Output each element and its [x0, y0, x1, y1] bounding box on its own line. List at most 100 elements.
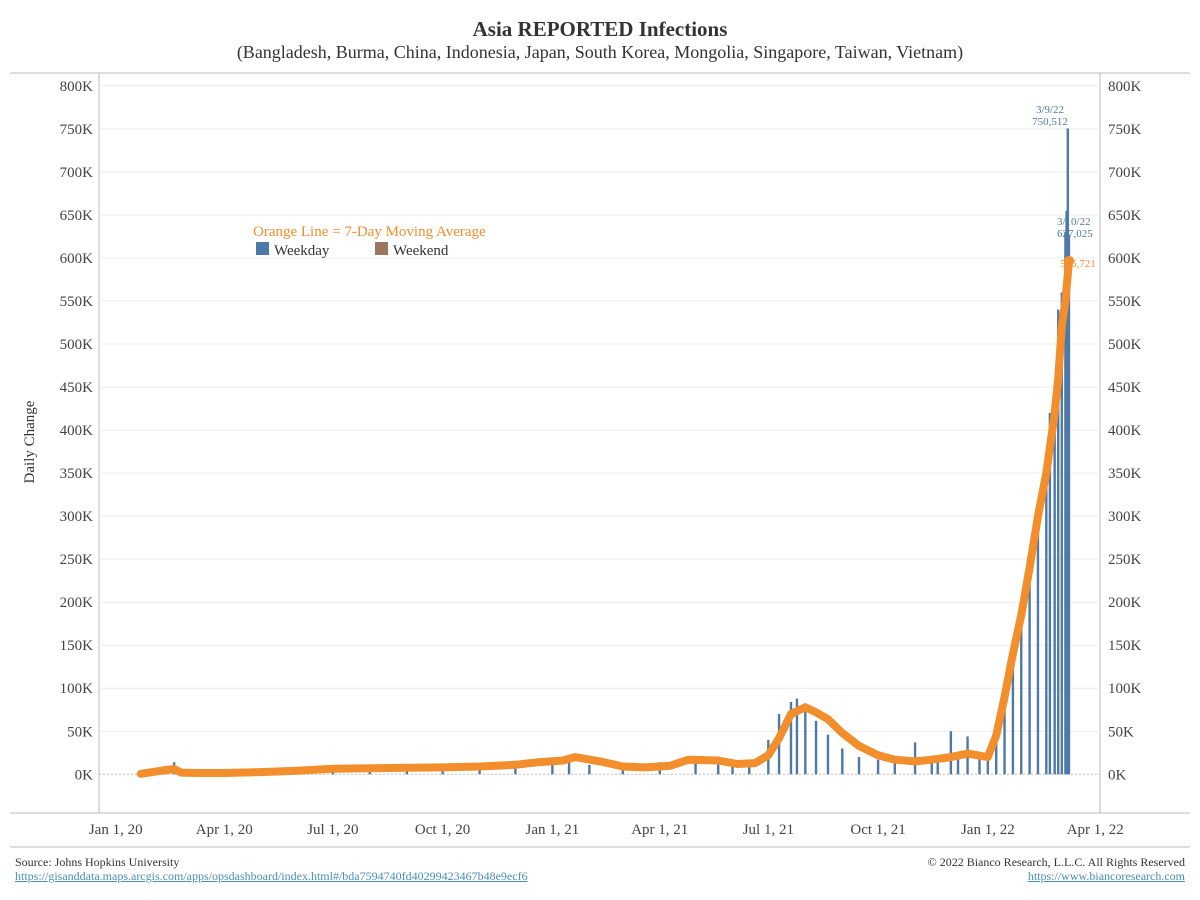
y-tick-label-left: 50K — [67, 724, 93, 740]
y-tick-label-right: 150K — [1108, 638, 1142, 654]
y-tick-label-right: 250K — [1108, 552, 1142, 568]
legend-swatch-weekday — [256, 242, 269, 255]
bar — [1003, 688, 1006, 775]
bar — [588, 764, 591, 775]
bar — [1053, 387, 1056, 775]
bar — [1067, 234, 1071, 775]
y-tick-label-right: 300K — [1108, 509, 1142, 525]
bar — [1011, 640, 1015, 775]
bar — [1060, 292, 1064, 775]
y-tick-label-left: 250K — [60, 552, 94, 568]
bar — [986, 752, 990, 775]
y-tick-label-left: 700K — [60, 165, 94, 181]
bar — [956, 755, 960, 775]
bar — [1057, 309, 1060, 775]
annotation-peak-value: 750,512 — [1032, 116, 1068, 128]
y-tick-label-right: 200K — [1108, 595, 1142, 611]
legend: Orange Line = 7-Day Moving Average Weekd… — [253, 224, 486, 259]
y-tick-label-left: 350K — [60, 466, 94, 482]
bar — [717, 763, 720, 775]
y-tick-label-left: 0K — [75, 767, 94, 783]
y-axis-left: 0K 50K 100K 150K 200K 250K 300K 350K 400K 450K 500… — [60, 79, 94, 783]
x-tick-label: Jan 1, 20 — [89, 822, 143, 838]
bar — [876, 759, 880, 775]
x-tick-label: Oct 1, 20 — [415, 822, 470, 838]
y-tick-label-left: 200K — [60, 595, 94, 611]
bar — [857, 757, 861, 775]
legend-swatch-weekend — [375, 242, 388, 255]
chart-subtitle: (Bangladesh, Burma, China, Indonesia, Ja… — [236, 42, 964, 62]
y-tick-label-left: 550K — [60, 294, 94, 310]
y-tick-label-right: 0K — [1108, 767, 1127, 783]
bar — [731, 763, 734, 775]
x-tick-label: Apr 1, 22 — [1067, 822, 1124, 838]
bar — [893, 761, 896, 775]
x-tick-label: Apr 1, 20 — [196, 822, 253, 838]
bar — [841, 748, 844, 775]
bar — [1048, 412, 1052, 775]
x-tick-label: Apr 1, 21 — [631, 822, 688, 838]
moving-average-end-dot — [1063, 255, 1074, 266]
chart-title: Asia REPORTED Infections — [472, 17, 728, 41]
bar — [1028, 559, 1031, 775]
y-tick-label-left: 750K — [60, 122, 94, 138]
annotations: 3/9/22 750,512 3/10/22 627,025 596,721 — [1032, 104, 1096, 270]
y-tick-label-right: 800K — [1108, 79, 1142, 95]
bar — [995, 735, 998, 775]
legend-heading: Orange Line = 7-Day Moving Average — [253, 224, 486, 240]
x-tick-label: Jan 1, 21 — [525, 822, 579, 838]
bar — [814, 720, 818, 775]
y-tick-label-left: 150K — [60, 638, 94, 654]
annotation-ma-value: 596,721 — [1060, 258, 1096, 270]
y-tick-label-right: 750K — [1108, 122, 1142, 138]
bar — [789, 702, 793, 775]
y-tick-label-right: 350K — [1108, 466, 1142, 482]
bar-series — [139, 128, 1071, 775]
annotation-last-date: 3/10/22 — [1057, 216, 1091, 228]
y-tick-label-left: 650K — [60, 208, 94, 224]
source-label: Source: Johns Hopkins University — [15, 855, 180, 869]
x-tick-label: Oct 1, 21 — [850, 822, 905, 838]
y-tick-label-right: 600K — [1108, 251, 1142, 267]
y-axis-label: Daily Change — [22, 400, 38, 483]
x-tick-label: Jul 1, 21 — [743, 822, 794, 838]
annotation-peak-date: 3/9/22 — [1036, 104, 1064, 116]
bar — [826, 734, 830, 775]
y-tick-label-right: 550K — [1108, 294, 1142, 310]
y-tick-label-right: 700K — [1108, 165, 1142, 181]
x-axis: Jan 1, 20 Apr 1, 20 Jul 1, 20 Oct 1, 20 Jan … — [89, 822, 1124, 838]
y-tick-label-right: 50K — [1108, 724, 1134, 740]
y-tick-label-left: 400K — [60, 423, 94, 439]
bar — [1036, 516, 1040, 775]
gridlines — [99, 85, 1100, 732]
y-tick-label-left: 100K — [60, 681, 94, 697]
y-tick-label-left: 800K — [60, 79, 94, 95]
bar — [1045, 481, 1048, 775]
website-link[interactable]: https://www.biancoresearch.com — [1027, 869, 1185, 883]
x-tick-label: Jan 1, 22 — [961, 822, 1015, 838]
bar — [795, 698, 799, 775]
bar — [551, 761, 554, 775]
bar — [804, 708, 807, 775]
x-tick-label: Jul 1, 20 — [307, 822, 358, 838]
bar — [567, 757, 571, 775]
y-tick-label-right: 500K — [1108, 337, 1142, 353]
bar — [936, 755, 939, 775]
moving-average-line — [136, 256, 1073, 778]
y-tick-label-left: 300K — [60, 509, 94, 525]
y-tick-label-left: 450K — [60, 380, 94, 396]
copyright-text: © 2022 Bianco Research, L.L.C. All Right… — [927, 855, 1185, 869]
y-tick-label-right: 100K — [1108, 681, 1142, 697]
y-tick-label-left: 600K — [60, 251, 94, 267]
annotation-last-value: 627,025 — [1057, 228, 1093, 240]
bar — [949, 731, 953, 775]
bar — [1020, 615, 1023, 775]
y-axis-right: 0K 50K 100K 150K 200K 250K 300K 350K 400K 450K 500… — [1108, 79, 1142, 783]
y-tick-label-left: 500K — [60, 337, 94, 353]
legend-label-weekend: Weekend — [393, 243, 449, 259]
source-link[interactable]: https://gisanddata.maps.arcgis.com/apps/… — [15, 869, 528, 883]
y-tick-label-right: 450K — [1108, 380, 1142, 396]
bar — [930, 758, 933, 775]
legend-label-weekday: Weekday — [274, 243, 330, 259]
